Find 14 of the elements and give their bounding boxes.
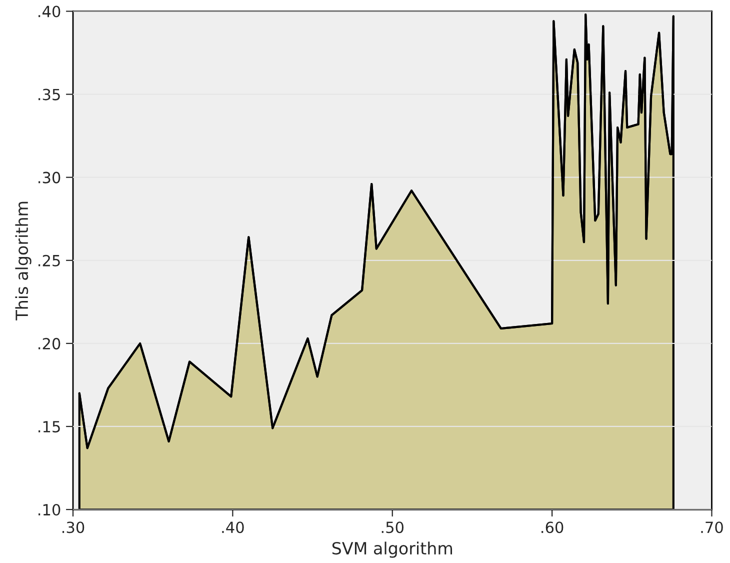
y-tick-label: .15	[38, 421, 60, 432]
y-tick-label: .10	[38, 504, 60, 516]
x-axis-title: SVM algorithm	[332, 542, 452, 558]
x-tick-label: .50	[382, 522, 404, 534]
y-tick-label: .35	[38, 88, 60, 100]
x-tick-label: .40	[222, 522, 244, 534]
y-tick-label: .25	[38, 254, 60, 266]
x-tick-label: .60	[542, 522, 564, 534]
x-tick-label: .70	[701, 522, 723, 534]
x-tick-label: .30	[62, 522, 84, 534]
y-tick-label: .40	[38, 6, 60, 18]
y-axis-title: This algorithm	[15, 202, 32, 320]
y-tick-label: .20	[38, 338, 60, 350]
y-tick-label: .30	[38, 172, 60, 184]
